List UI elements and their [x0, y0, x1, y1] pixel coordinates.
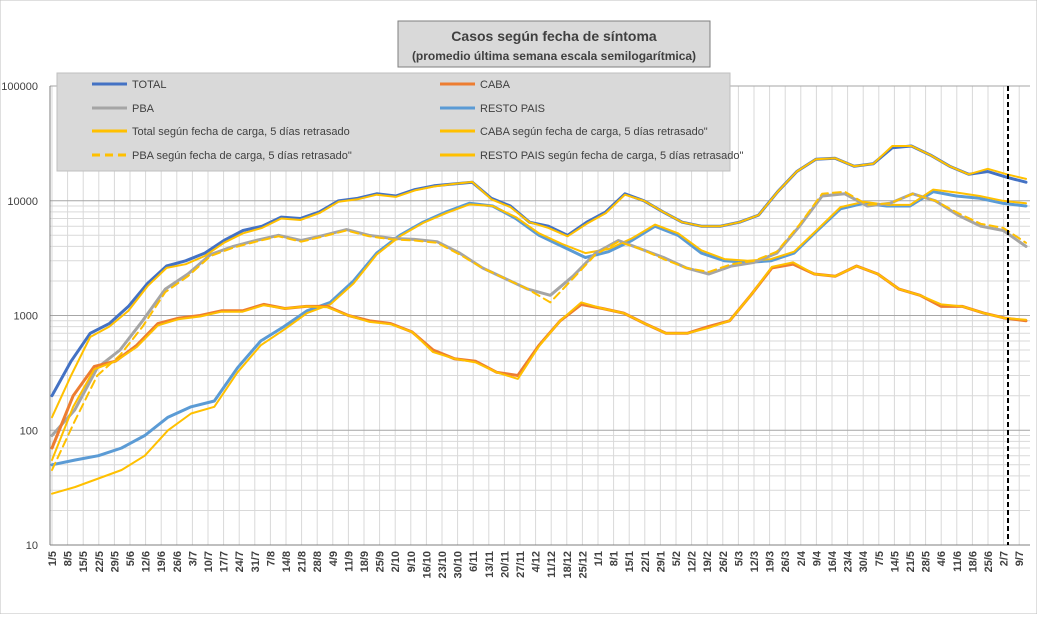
x-tick-label: 9/4: [811, 550, 823, 566]
x-tick-label: 22/1: [640, 551, 652, 572]
y-tick-label: 10000: [7, 196, 38, 208]
x-tick-label: 21/5: [905, 551, 917, 572]
x-tick-label: 25/12: [577, 551, 589, 579]
x-tick-label: 26/6: [172, 551, 184, 572]
legend: TOTAL CABA PBA RESTO PAIS Total según fecha …: [56, 72, 743, 172]
x-tick-label: 29/5: [109, 551, 121, 572]
y-tick-label: 10: [26, 540, 38, 552]
x-tick-label: 16/4: [827, 550, 839, 572]
x-tick-label: 3/7: [187, 551, 199, 566]
series-line: [50, 192, 1028, 437]
legend-label: RESTO PAIS: [480, 103, 545, 115]
chart-title: Casos según fecha de síntoma: [451, 28, 657, 44]
x-tick-label: 25/9: [375, 551, 387, 572]
x-tick-label: 30/10: [453, 551, 465, 579]
legend-label: CABA según fecha de carga, 5 días retras…: [480, 126, 708, 138]
x-tick-label: 17/7: [219, 551, 231, 572]
x-tick-label: 9/7: [1014, 551, 1026, 566]
x-tick-label: 1/1: [593, 551, 605, 566]
x-tick-label: 5/3: [733, 551, 745, 566]
x-tick-label: 20/11: [499, 551, 511, 578]
x-tick-label: 18/6: [967, 551, 979, 572]
x-tick-label: 19/3: [765, 551, 777, 572]
x-tick-label: 18/12: [562, 551, 574, 579]
x-tick-label: 2/4: [796, 550, 808, 566]
x-tick-label: 23/10: [437, 551, 449, 579]
x-tick-label: 24/7: [234, 551, 246, 572]
x-tick-label: 15/5: [78, 551, 90, 572]
x-tick-label: 4/12: [531, 551, 543, 572]
x-tick-label: 6/11: [468, 551, 480, 572]
x-tick-label: 12/3: [749, 551, 761, 572]
series-line: [51, 261, 1027, 461]
x-tick-label: 23/4: [843, 550, 855, 572]
x-tick-label: 13/11: [484, 551, 496, 578]
x-tick-label: 4/6: [936, 551, 948, 566]
legend-label: CABA: [480, 79, 511, 91]
x-tick-label: 11/6: [952, 551, 964, 572]
x-tick-label: 11/12: [546, 551, 558, 578]
x-tick-label: 21/8: [297, 551, 309, 572]
x-tick-label: 11/9: [343, 551, 355, 572]
legend-label: TOTAL: [132, 79, 166, 91]
y-tick-label: 1000: [14, 311, 38, 323]
x-tick-label: 5/2: [671, 551, 683, 566]
x-tick-label: 25/6: [983, 551, 995, 572]
y-tick-label: 100: [20, 425, 38, 437]
legend-label: RESTO PAIS según fecha de carga, 5 días …: [480, 150, 743, 162]
x-tick-label: 7/8: [265, 551, 277, 566]
legend-label: Total según fecha de carga, 5 días retra…: [132, 126, 350, 138]
x-tick-label: 9/10: [406, 551, 418, 572]
x-tick-label: 26/2: [718, 551, 730, 572]
x-tick-label: 19/6: [156, 551, 168, 572]
x-tick-label: 18/9: [359, 551, 371, 572]
y-tick-label: 100000: [1, 81, 38, 93]
legend-label: PBA: [132, 103, 155, 115]
x-tick-label: 7/5: [874, 551, 886, 566]
x-tick-label: 1/5: [47, 551, 59, 566]
x-tick-label: 14/8: [281, 551, 293, 572]
chart-subtitle: (promedio última semana escala semilogar…: [412, 49, 696, 63]
x-tick-label: 15/1: [624, 551, 636, 572]
x-tick-label: 12/6: [141, 551, 153, 572]
x-tick-label: 8/5: [63, 551, 75, 566]
x-tick-label: 4/9: [328, 551, 340, 566]
title-box: Casos según fecha de síntoma (promedio ú…: [397, 20, 711, 68]
x-tick-label: 28/5: [921, 551, 933, 572]
x-tick-label: 30/4: [858, 550, 870, 572]
series-line: [51, 145, 1027, 419]
x-tick-label: 28/8: [312, 551, 324, 572]
x-tick-label: 10/7: [203, 551, 215, 572]
x-tick-label: 8/1: [609, 551, 621, 566]
x-tick-label: 27/11: [515, 551, 527, 578]
series-line: [51, 190, 1027, 471]
x-tick-label: 19/2: [702, 551, 714, 572]
x-tick-label: 2/7: [999, 551, 1011, 566]
x-tick-label: 22/5: [94, 551, 106, 572]
x-tick-label: 14/5: [889, 551, 901, 572]
x-tick-label: 12/2: [687, 551, 699, 572]
x-tick-label: 5/6: [125, 551, 137, 566]
x-tick-label: 29/1: [655, 551, 667, 572]
x-tick-label: 16/10: [421, 551, 433, 579]
legend-label: PBA según fecha de carga, 5 días retrasa…: [132, 150, 352, 162]
x-tick-label: 31/7: [250, 551, 262, 572]
x-tick-label: 26/3: [780, 551, 792, 572]
x-tick-label: 2/10: [390, 551, 402, 572]
